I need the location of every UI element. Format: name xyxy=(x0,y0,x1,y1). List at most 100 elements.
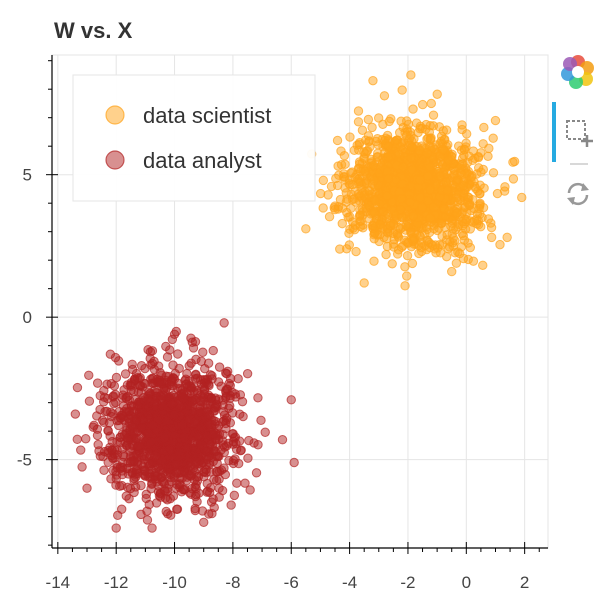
data-point xyxy=(214,492,224,502)
data-point xyxy=(92,378,103,388)
data-point xyxy=(76,445,86,455)
data-point xyxy=(403,238,413,248)
x-tick-label: -10 xyxy=(162,573,187,592)
data-point xyxy=(475,180,485,190)
data-point xyxy=(159,485,170,496)
data-point xyxy=(289,457,299,468)
data-point xyxy=(415,175,425,185)
data-point xyxy=(203,419,214,430)
data-point xyxy=(177,420,187,430)
data-point xyxy=(242,368,253,379)
data-point xyxy=(508,174,519,184)
data-point xyxy=(219,318,229,328)
data-point xyxy=(406,70,416,80)
data-point xyxy=(398,162,409,172)
data-point xyxy=(368,75,378,86)
data-point xyxy=(392,249,403,259)
data-point xyxy=(379,91,390,101)
legend[interactable]: data scientist data analyst xyxy=(72,74,316,202)
data-point xyxy=(123,433,133,444)
data-point xyxy=(459,235,470,245)
data-point xyxy=(112,437,122,447)
data-point xyxy=(353,117,364,127)
data-point xyxy=(156,379,166,389)
data-point xyxy=(373,113,384,123)
data-point xyxy=(425,185,435,195)
data-point xyxy=(367,122,377,133)
data-point xyxy=(456,168,466,179)
data-point xyxy=(194,488,204,498)
data-point xyxy=(208,345,218,356)
data-point xyxy=(144,427,154,438)
data-point xyxy=(166,476,177,487)
data-point xyxy=(370,196,380,206)
data-point xyxy=(236,445,246,455)
data-point xyxy=(488,133,498,143)
data-point xyxy=(425,162,435,172)
data-point xyxy=(490,115,501,126)
data-point xyxy=(374,236,384,247)
bokeh-logo-icon[interactable] xyxy=(558,52,598,92)
box-zoom-icon[interactable] xyxy=(558,112,598,152)
data-point xyxy=(151,467,161,478)
data-point xyxy=(451,208,462,218)
x-tick-label: -6 xyxy=(284,573,299,592)
series-0 xyxy=(301,70,527,291)
series-1 xyxy=(70,318,299,533)
data-point xyxy=(152,388,162,398)
data-point xyxy=(353,106,364,116)
data-point xyxy=(406,153,417,163)
data-point xyxy=(186,471,196,481)
data-point xyxy=(186,461,196,471)
data-point xyxy=(102,406,112,417)
data-point xyxy=(72,434,82,445)
data-point xyxy=(190,503,200,514)
data-point xyxy=(465,224,476,234)
data-point xyxy=(159,432,169,443)
data-point xyxy=(105,349,116,359)
data-point xyxy=(386,114,396,124)
data-point xyxy=(318,203,328,213)
data-point xyxy=(165,444,176,454)
data-point xyxy=(210,446,220,457)
data-point xyxy=(137,423,148,433)
data-point xyxy=(348,179,358,190)
data-point xyxy=(221,418,231,429)
data-point xyxy=(207,508,217,519)
x-tick-label: 0 xyxy=(462,573,471,592)
data-point xyxy=(233,374,243,384)
toolbar xyxy=(552,50,608,220)
data-point xyxy=(479,122,489,133)
data-point xyxy=(373,140,383,150)
data-point xyxy=(72,382,83,393)
scatter-plot[interactable]: -14 -12 -10 -8 -6 -4 -2 0 2-505 data scientistda… xyxy=(0,0,552,614)
data-point xyxy=(394,127,405,138)
data-point xyxy=(447,266,457,277)
data-point xyxy=(448,224,459,234)
data-point xyxy=(361,135,371,145)
x-tick-label: -12 xyxy=(104,573,129,592)
data-point xyxy=(341,197,351,207)
data-point xyxy=(169,410,179,421)
data-point xyxy=(93,439,103,450)
data-point xyxy=(406,226,416,237)
data-point xyxy=(401,220,411,231)
data-point xyxy=(354,145,364,155)
data-point xyxy=(441,125,452,135)
x-tick-label: -4 xyxy=(342,573,357,592)
data-point xyxy=(359,278,369,288)
data-point xyxy=(343,212,353,222)
data-point xyxy=(357,125,368,135)
data-point xyxy=(196,356,207,366)
data-point xyxy=(476,222,486,232)
reset-icon[interactable] xyxy=(558,174,598,214)
legend-marker xyxy=(105,105,125,125)
data-point xyxy=(277,435,288,445)
data-point xyxy=(146,437,156,447)
data-point xyxy=(81,434,91,444)
data-point xyxy=(111,523,121,533)
data-point xyxy=(432,89,442,99)
data-point xyxy=(428,121,439,131)
legend-label: data scientist xyxy=(143,103,271,128)
data-point xyxy=(103,425,113,436)
